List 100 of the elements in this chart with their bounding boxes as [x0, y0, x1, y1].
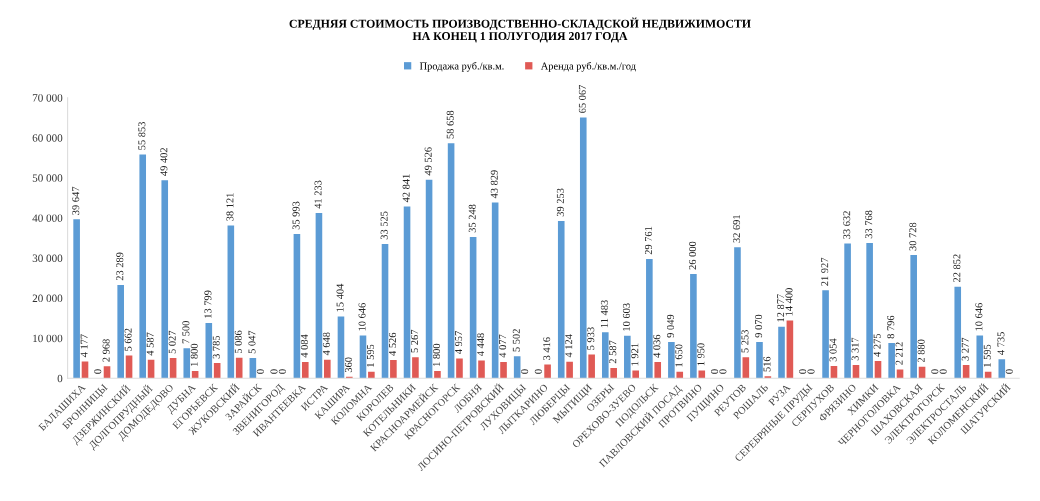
data-label: 4 275 — [873, 333, 881, 357]
bar — [962, 365, 970, 379]
bar — [866, 242, 873, 379]
data-label: 0 — [256, 369, 264, 374]
data-label: 0 — [534, 369, 542, 374]
y-tick-label: 70 000 — [32, 94, 63, 102]
data-label: 35 248 — [468, 204, 476, 233]
data-label: 1 800 — [433, 343, 441, 366]
bar — [874, 361, 882, 379]
bar — [73, 219, 80, 379]
data-label: 32 691 — [733, 215, 741, 243]
bar — [213, 363, 221, 379]
data-label: 0 — [521, 369, 529, 374]
bar — [324, 359, 331, 379]
data-label: 0 — [711, 369, 719, 374]
data-label: 0 — [931, 369, 939, 374]
bar — [103, 366, 111, 379]
bar — [756, 341, 763, 379]
data-label: 33 525 — [380, 211, 388, 240]
y-tick-label: 50 000 — [32, 174, 63, 182]
data-label: 0 — [807, 369, 815, 374]
data-label: 1 800 — [190, 343, 198, 366]
y-tick-label: 40 000 — [32, 214, 63, 222]
bar — [676, 371, 684, 379]
data-label: 2 880 — [917, 339, 925, 363]
bar — [161, 180, 169, 379]
bar — [315, 212, 323, 379]
data-label: 33 632 — [843, 211, 851, 239]
data-label: 65 067 — [578, 84, 586, 113]
bar — [888, 343, 895, 379]
data-label: 1 921 — [631, 343, 639, 366]
data-label: 49 526 — [424, 147, 432, 176]
bar — [169, 358, 177, 379]
data-label: 42 841 — [402, 174, 410, 203]
bar — [469, 236, 477, 379]
bar — [301, 361, 309, 379]
data-label: 15 404 — [336, 283, 344, 312]
data-label: 14 400 — [785, 288, 793, 316]
data-label: 4 077 — [499, 334, 507, 358]
bar — [778, 326, 785, 379]
y-tick-label: 10 000 — [33, 334, 63, 343]
y-tick-label: 0 — [57, 374, 63, 383]
data-label: 0 — [278, 369, 286, 374]
bar — [381, 243, 389, 379]
data-label: 21 927 — [821, 257, 829, 286]
bar — [610, 367, 617, 379]
bar — [588, 354, 595, 379]
data-label: 0 — [94, 369, 102, 374]
data-label: 9 049 — [666, 314, 674, 338]
data-label: 9 070 — [755, 314, 763, 338]
bar — [976, 335, 984, 379]
bar — [403, 206, 411, 379]
bar — [227, 225, 235, 379]
data-label: 29 761 — [644, 226, 652, 255]
bar — [690, 274, 697, 379]
bar — [447, 143, 455, 379]
data-label: 4 587 — [146, 332, 154, 356]
bar — [954, 286, 962, 379]
bar — [368, 371, 375, 379]
data-label: 1 950 — [697, 343, 705, 366]
bar — [646, 258, 653, 379]
bar — [425, 179, 433, 379]
data-label: 516 — [763, 356, 771, 372]
bar — [139, 154, 147, 379]
data-label: 22 852 — [953, 254, 961, 283]
bar — [491, 202, 499, 379]
data-label: 10 646 — [975, 303, 983, 331]
data-label: 4 124 — [565, 334, 573, 358]
legend-label: Аренда руб./кв.м./год — [540, 61, 636, 72]
data-label: 2 212 — [895, 342, 903, 365]
bar — [412, 357, 419, 379]
bar — [632, 370, 639, 379]
bar — [734, 247, 741, 379]
data-label: 33 768 — [865, 210, 873, 239]
data-label: 39 253 — [556, 188, 564, 217]
data-label: 5 047 — [248, 330, 256, 354]
bar — [579, 117, 587, 379]
bar — [698, 370, 706, 379]
data-label: 12 877 — [777, 294, 785, 322]
bar — [601, 332, 609, 379]
data-label: 41 233 — [314, 180, 322, 209]
data-label: 35 993 — [292, 201, 300, 230]
data-label: 43 829 — [490, 170, 498, 199]
data-label: 13 799 — [204, 290, 212, 318]
y-tick-label: 20 000 — [32, 294, 63, 303]
data-label: 5 253 — [741, 330, 749, 353]
data-label: 55 853 — [138, 121, 146, 150]
bar — [910, 255, 917, 379]
bar — [624, 335, 631, 379]
data-label: 1 595 — [983, 344, 991, 367]
data-label: 11 483 — [600, 300, 608, 328]
y-tick-label: 60 000 — [32, 134, 63, 142]
data-label: 5 933 — [587, 327, 595, 350]
data-label: 2 968 — [102, 339, 110, 362]
bar — [654, 362, 662, 379]
data-label: 4 084 — [300, 334, 308, 358]
data-label: 30 728 — [909, 222, 917, 251]
data-label: 3 317 — [851, 337, 859, 361]
data-label: 1 595 — [366, 344, 374, 367]
data-label: 5 502 — [512, 329, 520, 352]
